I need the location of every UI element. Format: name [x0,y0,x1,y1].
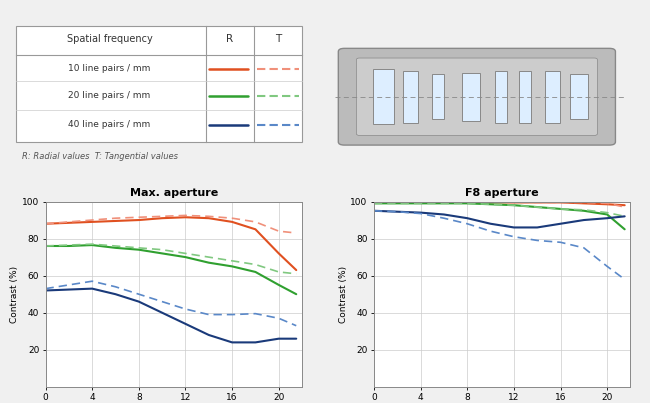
Text: 10 line pairs / mm: 10 line pairs / mm [68,64,151,73]
Text: T: T [275,35,281,44]
Title: F8 aperture: F8 aperture [465,188,539,198]
Polygon shape [403,71,418,123]
Text: 20 line pairs / mm: 20 line pairs / mm [68,91,151,100]
Title: Max. aperture: Max. aperture [129,188,218,198]
Polygon shape [545,71,560,123]
FancyBboxPatch shape [16,26,302,142]
Polygon shape [570,74,588,119]
Y-axis label: Contrast (%): Contrast (%) [339,266,348,323]
FancyBboxPatch shape [338,48,616,145]
Polygon shape [462,73,480,121]
Y-axis label: Contrast (%): Contrast (%) [10,266,20,323]
Polygon shape [432,74,444,119]
Text: 40 line pairs / mm: 40 line pairs / mm [68,120,151,129]
Text: Spatial frequency: Spatial frequency [66,35,152,44]
Polygon shape [495,71,507,123]
Polygon shape [373,69,394,124]
Text: R: R [226,35,233,44]
Text: R: Radial values  T: Tangential values: R: Radial values T: Tangential values [22,152,178,161]
Polygon shape [519,71,531,123]
FancyBboxPatch shape [356,58,597,135]
